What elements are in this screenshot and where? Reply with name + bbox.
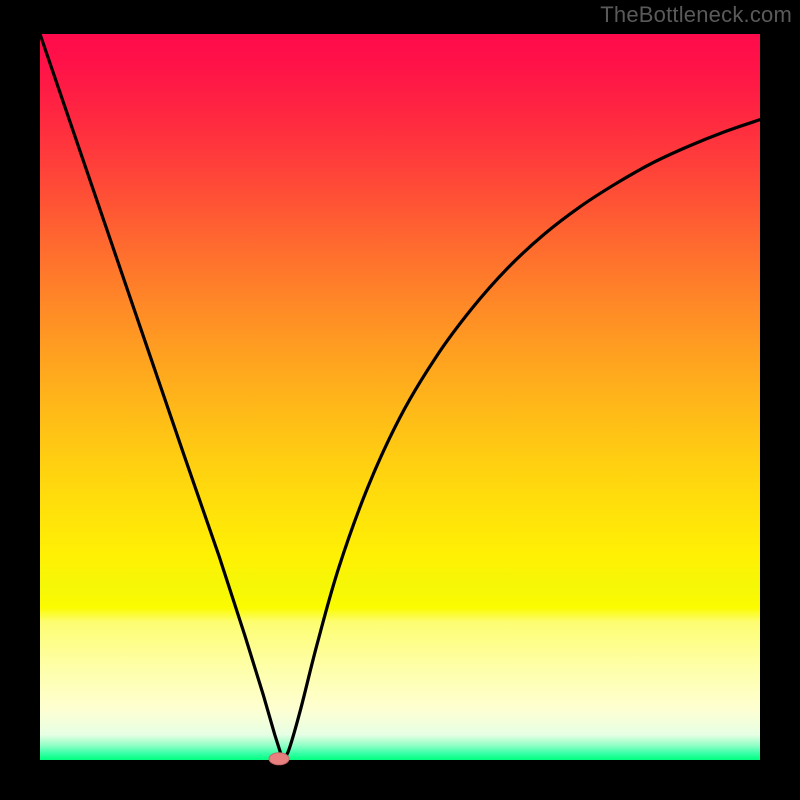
apex-marker: [269, 753, 289, 765]
bottleneck-chart: [0, 0, 800, 800]
watermark-text: TheBottleneck.com: [600, 2, 792, 28]
plot-area: [40, 34, 760, 760]
chart-container: TheBottleneck.com: [0, 0, 800, 800]
